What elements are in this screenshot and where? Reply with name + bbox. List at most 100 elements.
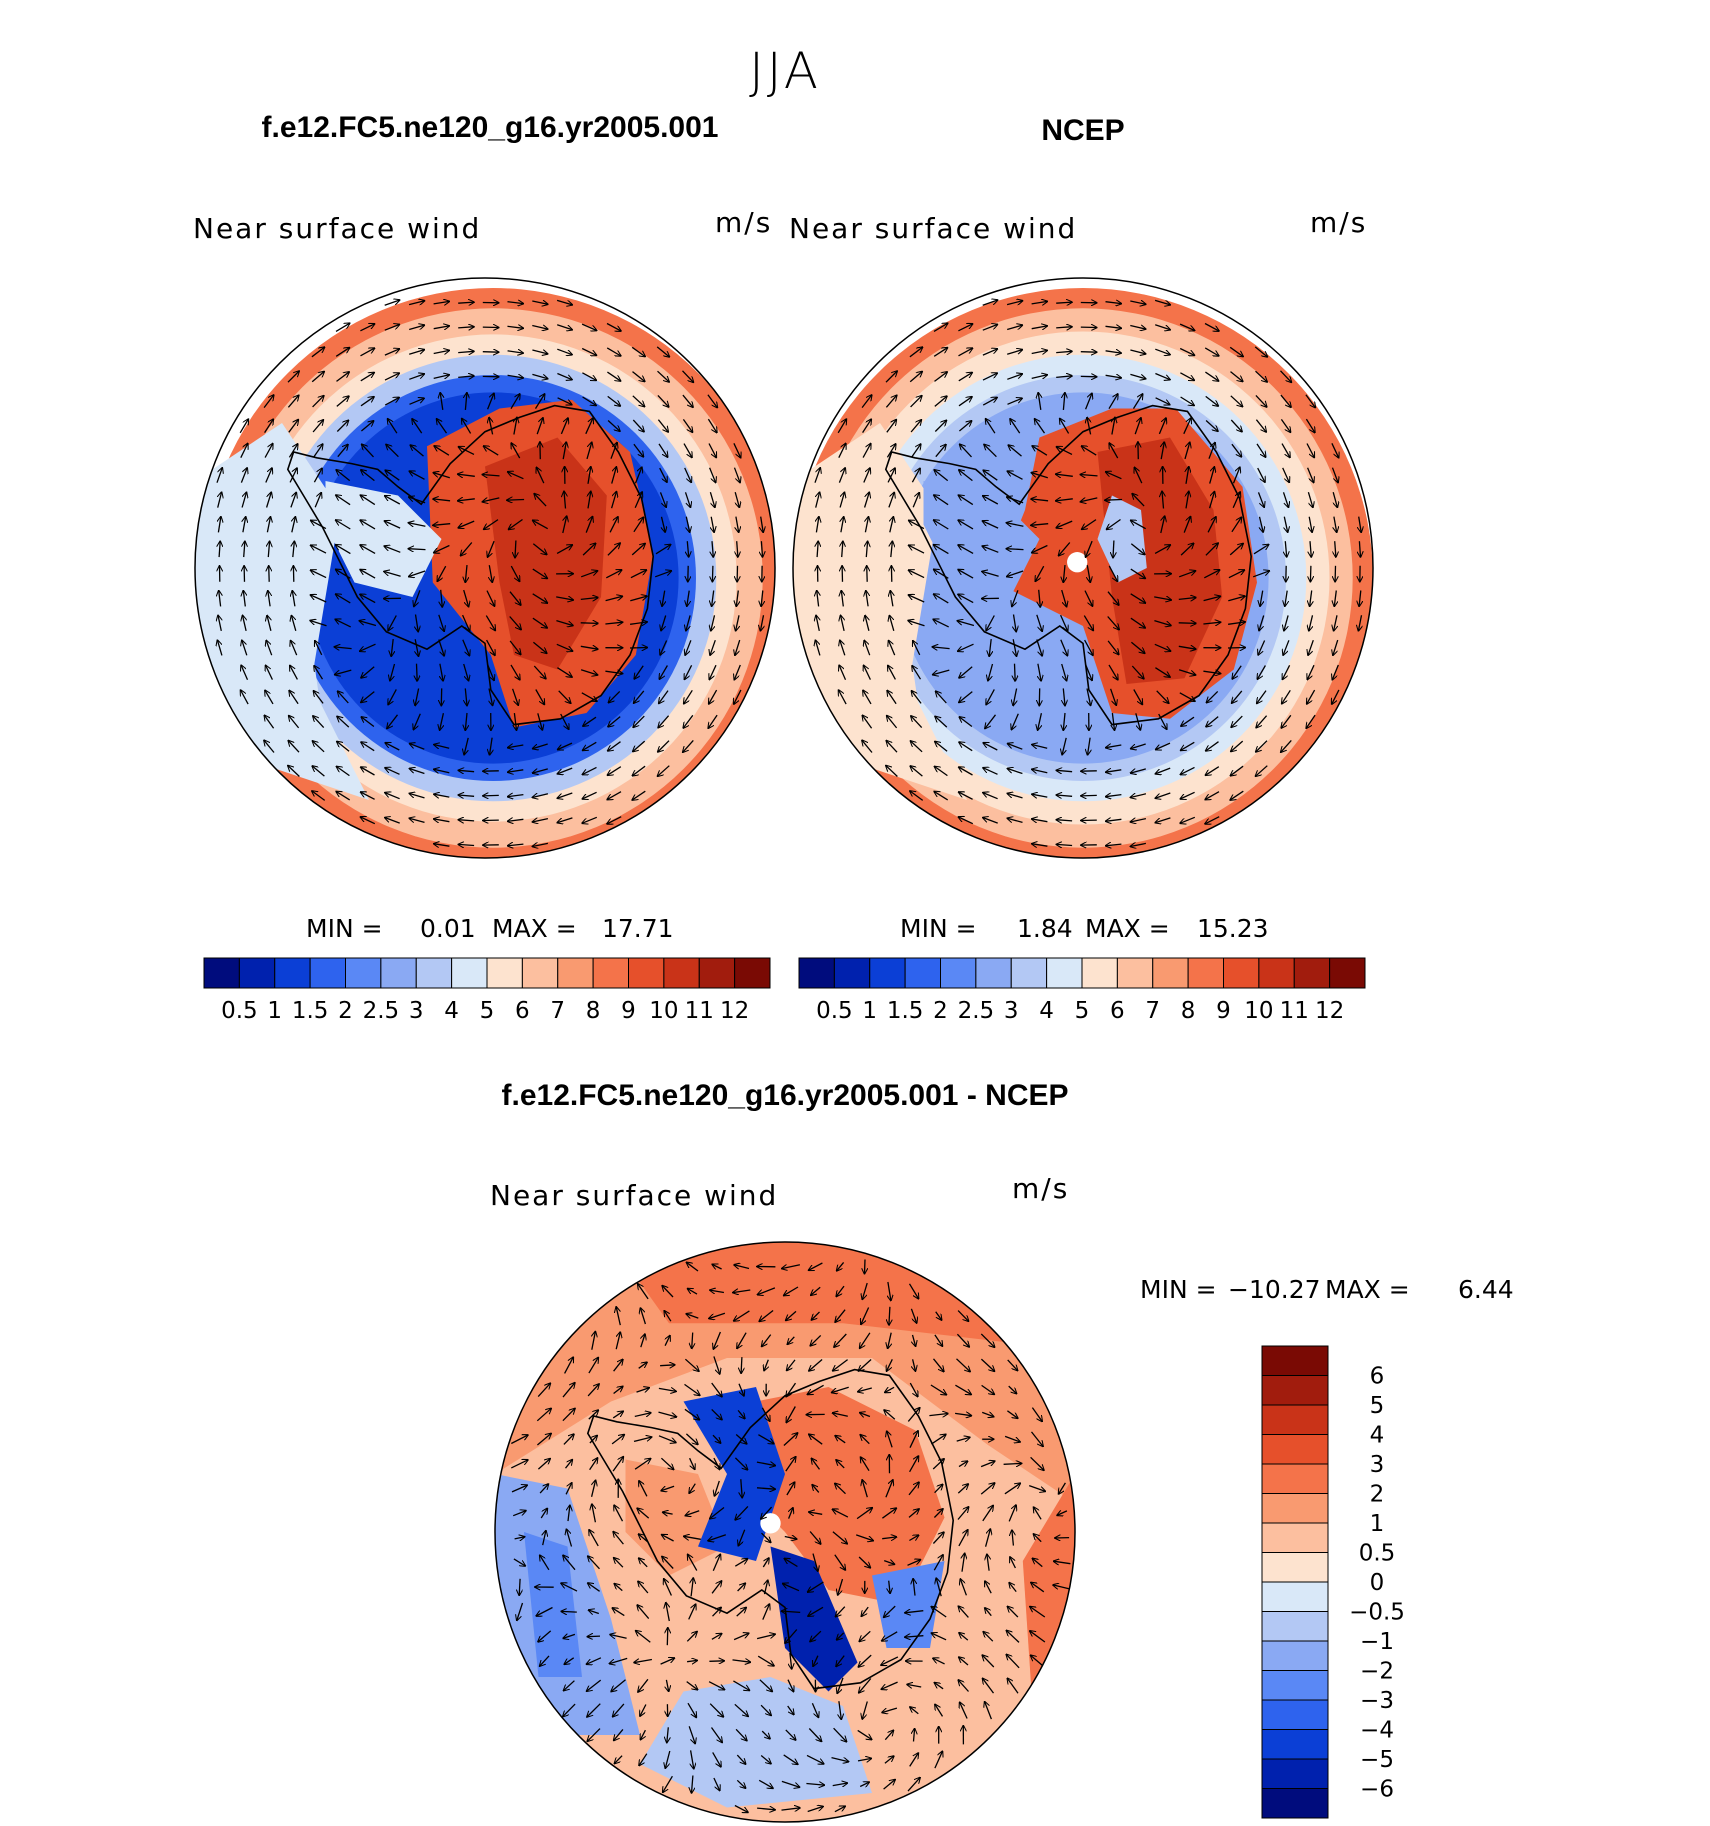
wind-vector [734,689,742,704]
wind-vector [1107,591,1119,606]
wind-vector [757,1287,776,1295]
wind-vector [588,1556,600,1570]
wind-vector [587,1636,601,1637]
wind-vector [634,467,642,484]
panel-obs-variable: Near surface wind [789,212,1077,245]
wind-vector [657,370,670,382]
wind-vector [1007,398,1023,405]
colorbar-swatch [1261,1404,1329,1435]
wind-vector [580,571,597,578]
wind-vector [1183,516,1190,533]
wind-vector [515,540,516,558]
wind-vector [836,1460,845,1469]
colorbar-swatch [1081,957,1118,989]
wind-vector [384,300,400,306]
wind-vector [981,1412,994,1416]
wind-vector [1106,518,1121,530]
wind-vector [1034,1507,1042,1520]
panel-model-min-label: MIN = [306,914,383,943]
wind-vector [508,819,524,821]
colorbar-swatch [1261,1670,1329,1701]
colorbar-swatch [1152,957,1189,989]
wind-vector [687,541,688,557]
wind-vector [1105,326,1122,328]
wind-vector [638,1534,648,1543]
wind-vector [1105,302,1122,304]
wind-vector [311,371,324,383]
wind-vector [1056,376,1072,378]
wind-vector [409,793,425,799]
wind-vector [557,817,573,823]
wind-vector [1334,516,1337,533]
wind-vector [832,1413,848,1416]
wind-vector [1280,370,1292,383]
wind-vector [1154,324,1170,330]
wind-vector [580,598,598,600]
wind-vector [580,623,598,624]
wind-vector [634,665,644,679]
wind-vector [1257,492,1265,507]
wind-vector [1108,394,1118,410]
wind-vector [613,1532,624,1545]
wind-vector [1180,396,1195,406]
wind-vector [684,689,693,704]
wind-vector [386,444,399,458]
wind-vector [1161,442,1164,460]
wind-vector [908,595,925,603]
wind-vector [1155,792,1171,798]
wind-vector [682,419,692,432]
wind-vector [385,768,400,775]
wind-vector [809,1262,823,1270]
wind-vector [1205,791,1220,800]
wind-vector [1154,597,1171,600]
wind-vector [1206,690,1219,702]
wind-vector [434,544,450,553]
wind-vector [486,639,495,655]
wind-vector [614,1584,623,1592]
wind-vector [532,350,547,354]
wind-vector [712,1264,722,1269]
wind-vector [532,326,548,330]
wind-vector [889,640,896,656]
wind-vector [1007,374,1022,380]
wind-vector [865,517,868,533]
colorbar-swatch [380,957,417,989]
wind-vector [632,790,646,800]
wind-vector [634,1459,651,1470]
panel-obs-min-value: 1.84 [1017,914,1073,943]
wind-vector [532,794,549,798]
wind-vector [311,347,325,358]
wind-vector [540,1508,547,1519]
wind-vector [514,417,517,435]
wind-vector [983,470,998,481]
colorbar-swatch [1261,1493,1329,1524]
colorbar-swatch [1261,1611,1329,1642]
wind-vector [556,545,572,554]
colorbar-tick-label: 1 [862,998,877,1024]
wind-vector [1130,593,1146,603]
wind-vector [557,667,572,677]
wind-vector [532,819,549,822]
wind-vector [632,765,646,776]
wind-vector [634,492,642,509]
wind-vector [1186,491,1189,509]
wind-vector [988,663,994,681]
wind-vector [441,589,443,607]
wind-vector [312,791,326,801]
wind-vector [1007,325,1022,331]
wind-vector [433,326,450,329]
wind-vector [486,393,494,410]
wind-vector [1060,639,1068,656]
colorbar-tick-label: 3 [1370,1452,1385,1478]
wind-vector [592,1504,596,1523]
wind-vector [514,1537,525,1539]
wind-vector [958,372,973,382]
wind-vector [756,1488,775,1489]
wind-vector [736,516,739,533]
wind-vector [887,1359,893,1371]
wind-vector [409,325,424,331]
wind-vector [519,1578,520,1596]
colorbar-tick-label: 12 [1315,998,1344,1024]
colorbar-tick-label: 0.5 [816,998,853,1024]
colorbar-tick-label: 12 [720,998,749,1024]
